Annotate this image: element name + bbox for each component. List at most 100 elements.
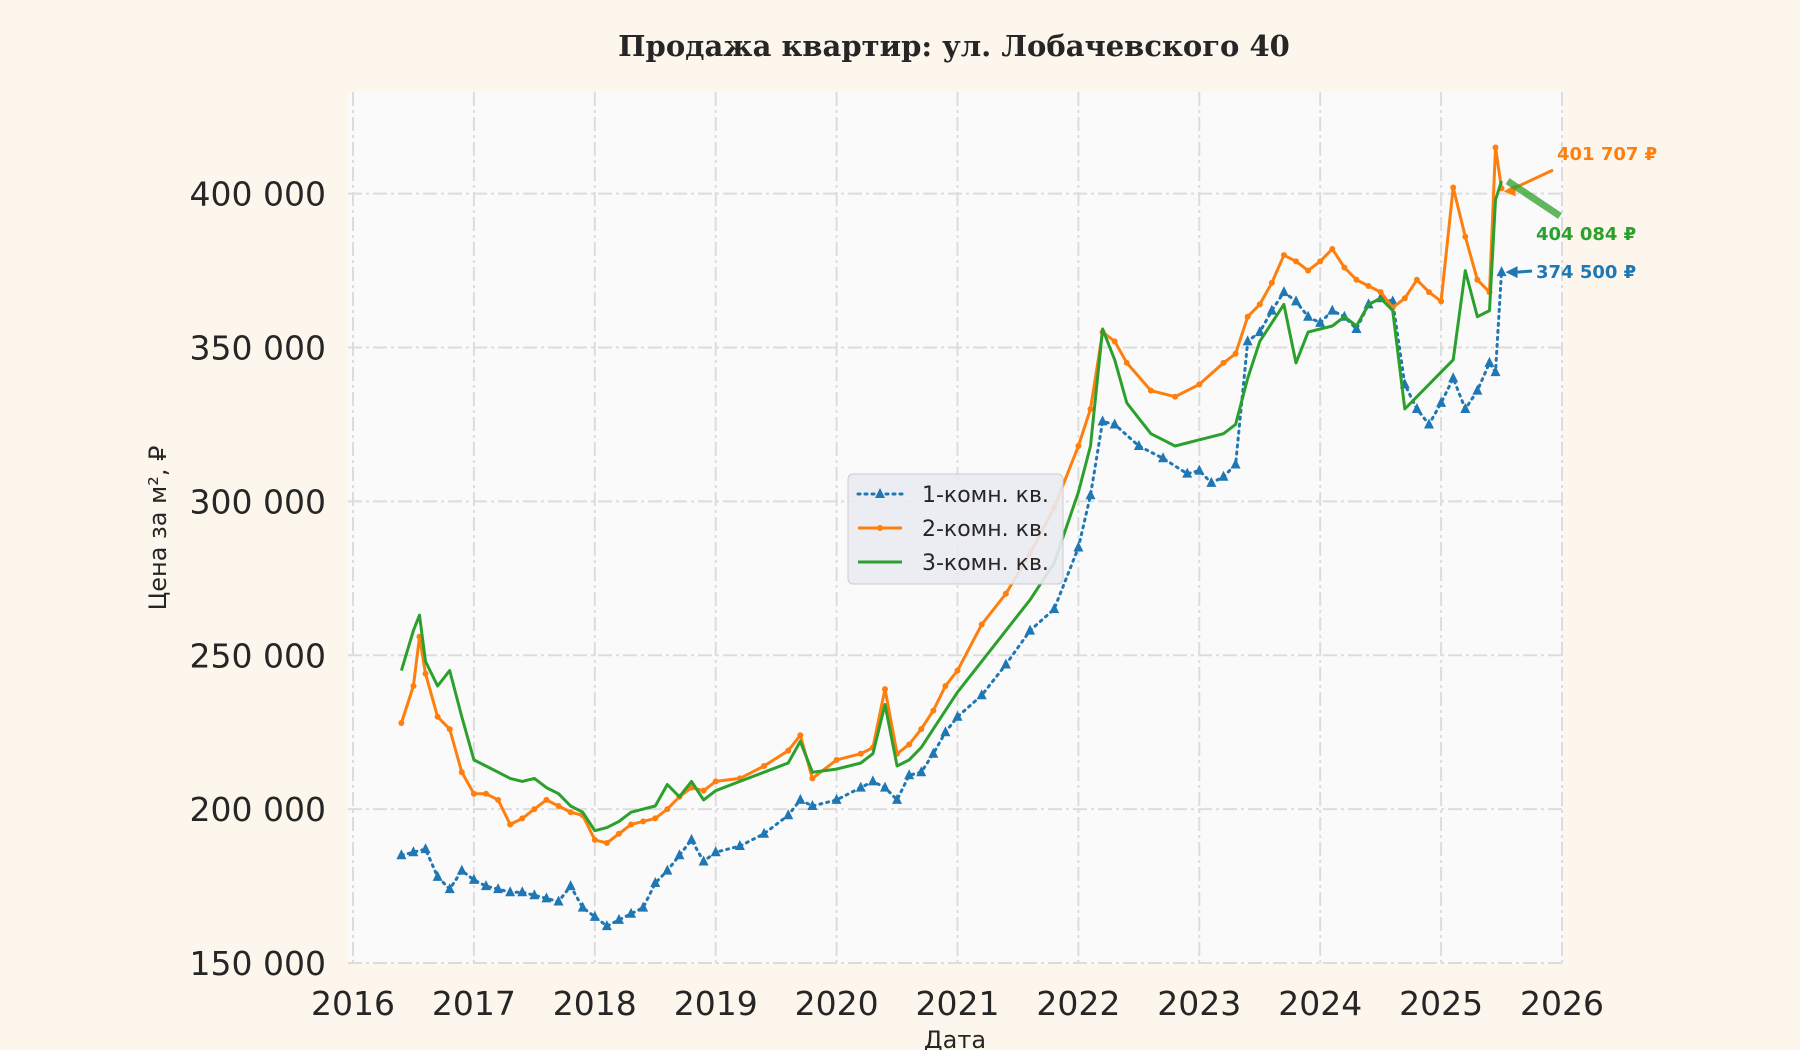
series-point-2 (785, 747, 792, 754)
series-point-1 (1218, 470, 1229, 481)
series-point-1 (734, 840, 745, 851)
series-point-2 (954, 667, 961, 674)
series-point-1 (456, 864, 467, 875)
series-point-1 (1073, 541, 1084, 552)
annotation-label: 401 707 ₽ (1557, 144, 1657, 165)
series-point-1 (1206, 476, 1217, 487)
series-point-1 (432, 870, 443, 881)
series-point-2 (1365, 282, 1372, 289)
series-point-2 (664, 806, 671, 813)
series-point-1 (1158, 452, 1169, 463)
series-point-2 (470, 790, 477, 797)
series-point-2 (1196, 381, 1203, 388)
series-point-2 (410, 683, 417, 690)
y-tick-label: 200 000 (190, 790, 326, 829)
series-point-1 (396, 849, 407, 860)
annotation-label: 374 500 ₽ (1536, 262, 1636, 283)
annotation-arrowhead (1505, 266, 1518, 279)
series-point-1 (577, 901, 588, 912)
series-point-2 (1450, 184, 1457, 191)
series-point-1 (1472, 384, 1483, 395)
series-point-2 (1087, 406, 1094, 413)
series-point-1 (759, 827, 770, 838)
series-point-1 (638, 901, 649, 912)
series-point-2 (1172, 393, 1179, 400)
x-tick-label: 2018 (553, 984, 637, 1023)
legend-label-2: 2-комн. кв. (922, 517, 1049, 542)
series-point-2 (1123, 359, 1130, 366)
series-point-1 (626, 907, 637, 918)
y-axis-label: Цена за м², ₽ (144, 446, 172, 611)
series-point-1 (650, 876, 661, 887)
series-point-1 (916, 766, 927, 777)
series-point-1 (1436, 396, 1447, 407)
series-point-2 (555, 803, 562, 810)
series-point-1 (589, 910, 600, 921)
series-point-1 (541, 892, 552, 903)
series-point-1 (420, 843, 431, 854)
series-point-2 (1329, 246, 1336, 253)
series-line-3 (399, 180, 1503, 833)
series-point-1 (1266, 304, 1277, 315)
series-point-2 (591, 836, 598, 843)
series-point-2 (398, 719, 405, 726)
series-point-2 (1474, 276, 1481, 283)
series-point-1 (1411, 403, 1422, 414)
series-point-1 (1085, 489, 1096, 500)
series-point-1 (480, 880, 491, 891)
series-point-2 (422, 670, 429, 677)
series-point-1 (686, 833, 697, 844)
series-point-2 (761, 763, 768, 770)
series-point-2 (603, 839, 610, 846)
series-point-2 (1305, 267, 1312, 274)
series-point-2 (1341, 264, 1348, 271)
annotation-arrow (1505, 178, 1562, 219)
series-point-1 (1460, 403, 1471, 414)
legend: 1-комн. кв. 2-комн. кв. 3-комн. кв. (847, 473, 1064, 585)
y-tick-label: 150 000 (190, 944, 326, 983)
grid (348, 92, 1563, 964)
series-point-1 (783, 809, 794, 820)
series-point-2 (434, 713, 441, 720)
series-point-2 (857, 750, 864, 757)
y-tick-label: 250 000 (190, 636, 326, 675)
series-point-1 (601, 920, 612, 931)
series-point-1 (1182, 467, 1193, 478)
series-point-1 (1291, 295, 1302, 306)
series-point-1 (1315, 316, 1326, 327)
series-point-2 (1413, 276, 1420, 283)
series-point-1 (1351, 323, 1362, 334)
x-tick-label: 2019 (674, 984, 758, 1023)
series-point-2 (615, 830, 622, 837)
chart-title: Продажа квартир: ул. Лобачевского 40 (618, 29, 1290, 63)
series-point-2 (1462, 233, 1469, 240)
series-point-1 (553, 895, 564, 906)
series-point-2 (712, 778, 719, 785)
x-tick-label: 2017 (432, 984, 516, 1023)
series-point-2 (809, 775, 816, 782)
x-axis-label: Дата (924, 1026, 986, 1050)
x-tick-label: 2021 (916, 984, 1000, 1023)
x-tick-label: 2016 (311, 984, 395, 1023)
series-point-1 (1049, 603, 1060, 614)
series-point-1 (928, 747, 939, 758)
series-point-2 (1256, 301, 1263, 308)
annotation-arrow (1517, 269, 1533, 274)
series-point-1 (517, 886, 528, 897)
series-point-1 (1133, 439, 1144, 450)
series-point-1 (940, 726, 951, 737)
series-point-2 (1438, 298, 1445, 305)
series-point-2 (1426, 289, 1433, 296)
series-point-2 (1401, 295, 1408, 302)
x-tick-label: 2023 (1157, 984, 1241, 1023)
series-point-2 (833, 756, 840, 763)
series-point-1 (1303, 310, 1314, 321)
series-point-2 (797, 732, 804, 739)
series-point-1 (698, 855, 709, 866)
series-point-2 (640, 818, 647, 825)
series-point-1 (408, 846, 419, 857)
legend-marker-1 (875, 488, 885, 498)
series-point-2 (1075, 442, 1082, 449)
